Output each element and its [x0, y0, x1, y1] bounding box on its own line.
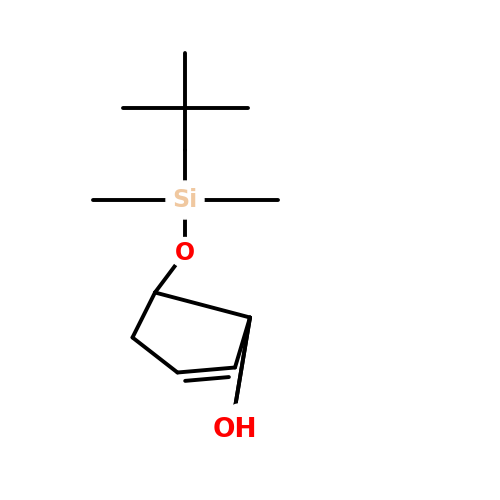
Text: O: O — [175, 240, 195, 264]
Circle shape — [166, 181, 204, 219]
Text: Si: Si — [172, 188, 198, 212]
Circle shape — [170, 238, 200, 268]
Circle shape — [218, 404, 266, 452]
Text: OH: OH — [213, 417, 257, 443]
